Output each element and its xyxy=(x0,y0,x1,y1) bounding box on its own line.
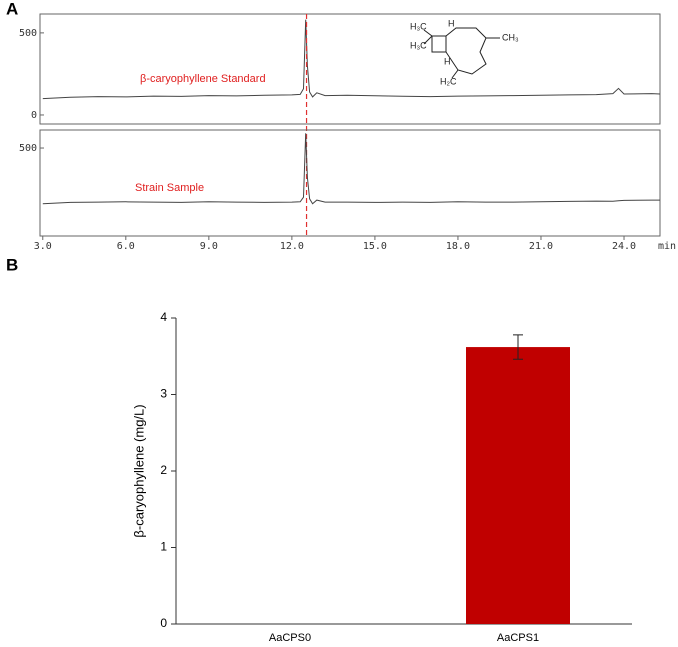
y-tick-label: 1 xyxy=(160,540,167,554)
ring xyxy=(445,27,487,75)
structure-label: H xyxy=(448,18,455,28)
x-tick-label: 15.0 xyxy=(363,241,387,252)
cyclobutane xyxy=(431,35,447,53)
bar xyxy=(466,347,570,624)
trace xyxy=(42,133,660,205)
y-tick-label: 0 xyxy=(31,110,37,121)
structure-label: H xyxy=(444,56,451,66)
bond xyxy=(423,35,433,45)
error-bar xyxy=(513,334,523,360)
x-tick-label: 6.0 xyxy=(117,241,135,252)
y-tick-label: 500 xyxy=(19,28,37,39)
structure xyxy=(423,27,500,79)
structure-label: H₃C xyxy=(410,40,427,50)
structure-label: CH₃ xyxy=(502,32,519,42)
y-tick-label: 4 xyxy=(160,310,167,324)
x-unit: min xyxy=(658,241,676,252)
y-tick-label: 3 xyxy=(160,387,167,401)
x-tick-label: 24.0 xyxy=(612,241,636,252)
plot-frame xyxy=(39,13,661,125)
annotation: β-caryophyllene Standard xyxy=(140,73,266,85)
annotation: Strain Sample xyxy=(135,182,204,194)
x-tick-label: 12.0 xyxy=(280,241,304,252)
x-tick-label: 18.0 xyxy=(446,241,470,252)
x-tick-label: 3.0 xyxy=(34,241,52,252)
x-tick-label: 21.0 xyxy=(529,241,553,252)
panel-label: B xyxy=(6,255,18,274)
trace xyxy=(42,19,661,100)
panel-label: A xyxy=(6,0,18,18)
y-axis-label: β-caryophyllene (mg/L) xyxy=(131,404,146,537)
bond xyxy=(451,69,459,79)
plot-frame xyxy=(39,129,661,237)
bond xyxy=(423,29,433,37)
y-tick-label: 500 xyxy=(19,143,37,154)
structure-label: H₃C xyxy=(410,21,427,31)
y-tick-label: 2 xyxy=(160,463,167,477)
x-tick-label: AaCPS0 xyxy=(269,632,311,644)
structure-label: H₂C xyxy=(440,76,457,86)
x-tick-label: 9.0 xyxy=(200,241,218,252)
x-tick-label: AaCPS1 xyxy=(497,632,539,644)
y-tick-label: 0 xyxy=(160,616,167,630)
